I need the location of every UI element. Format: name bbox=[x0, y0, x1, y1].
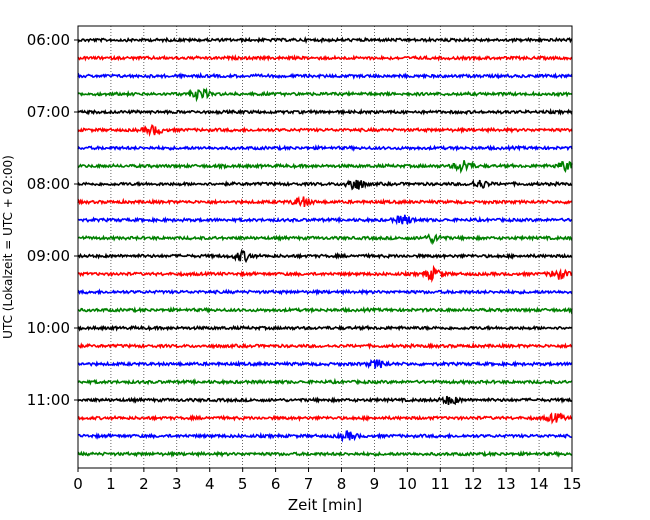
seismogram-trace bbox=[77, 107, 573, 116]
x-tick-label: 0 bbox=[73, 475, 83, 493]
seismogram-trace bbox=[77, 124, 573, 138]
seismogram-trace bbox=[77, 450, 573, 458]
x-tick-label: 9 bbox=[370, 475, 380, 493]
x-tick-label: 12 bbox=[464, 475, 483, 493]
trace-group bbox=[77, 35, 573, 458]
seismogram-trace bbox=[77, 412, 573, 425]
x-tick-label: 7 bbox=[304, 475, 314, 493]
plot-frame bbox=[77, 25, 573, 469]
y-tick-label: 07:00 bbox=[27, 103, 70, 121]
seismogram-trace bbox=[77, 395, 573, 406]
x-tick-label: 4 bbox=[205, 475, 215, 493]
seismogram-trace bbox=[77, 233, 573, 246]
seismogram-trace bbox=[78, 324, 573, 332]
x-tick-label: 1 bbox=[106, 475, 116, 493]
x-tick-label: 3 bbox=[172, 475, 182, 493]
y-tick-label: 09:00 bbox=[27, 247, 70, 265]
x-tick-label: 6 bbox=[271, 475, 281, 493]
y-axis-label: UTC (Lokalzeit = UTC + 02:00) bbox=[1, 155, 15, 339]
x-tick-label: 14 bbox=[530, 475, 549, 493]
x-tick-label: 11 bbox=[431, 475, 450, 493]
seismogram-trace bbox=[77, 306, 573, 315]
x-tick-label: 8 bbox=[337, 475, 347, 493]
seismogram-trace bbox=[77, 179, 572, 191]
seismogram-trace bbox=[77, 377, 573, 387]
y-tick-label: 06:00 bbox=[27, 31, 70, 49]
y-tick-label: 08:00 bbox=[27, 175, 70, 193]
seismogram-trace bbox=[77, 160, 573, 174]
x-tick-label: 13 bbox=[497, 475, 516, 493]
seismogram-trace bbox=[77, 144, 573, 152]
seismogram-trace bbox=[77, 35, 573, 44]
x-tick-label: 5 bbox=[238, 475, 248, 493]
y-tick-label: 10:00 bbox=[27, 319, 70, 337]
seismogram-trace bbox=[77, 214, 573, 226]
seismogram-trace bbox=[77, 430, 573, 443]
seismogram-trace bbox=[77, 288, 573, 296]
seismogram-trace bbox=[77, 341, 573, 350]
seismogram-trace bbox=[77, 248, 573, 264]
x-tick-label: 2 bbox=[139, 475, 149, 493]
seismogram-trace bbox=[77, 195, 573, 208]
seismogram-trace bbox=[77, 264, 573, 284]
y-axis: 06:00 07:00 08:00 09:00 10:00 11:00 bbox=[27, 31, 78, 409]
x-tick-label: 15 bbox=[562, 475, 581, 493]
x-axis-label: Zeit [min] bbox=[288, 496, 362, 514]
y-tick-label: 11:00 bbox=[27, 391, 70, 409]
seismogram-trace bbox=[77, 87, 573, 103]
x-axis: 0 1 2 3 4 5 6 7 8 9 10 11 12 13 14 15 bbox=[73, 468, 582, 493]
x-tick-label: 10 bbox=[398, 475, 417, 493]
seismogram-trace bbox=[77, 358, 573, 370]
seismogram-trace bbox=[77, 53, 573, 62]
seismogram-trace bbox=[77, 71, 573, 80]
